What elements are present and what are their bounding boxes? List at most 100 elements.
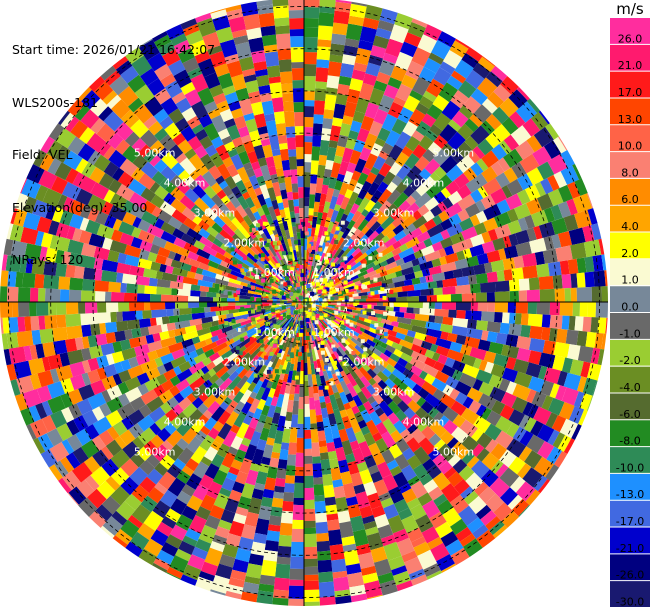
center-gate [320, 343, 325, 348]
velocity-gate [207, 400, 221, 415]
velocity-gate [315, 521, 329, 534]
velocity-gate [54, 162, 72, 181]
velocity-gate [110, 311, 117, 323]
velocity-gate [200, 213, 216, 228]
velocity-gate [524, 214, 536, 230]
velocity-gate [183, 242, 199, 254]
velocity-gate [117, 171, 135, 188]
center-gate [313, 212, 318, 216]
velocity-gate [59, 209, 74, 226]
velocity-gate [341, 247, 351, 259]
velocity-gate [500, 391, 517, 408]
velocity-gate [472, 524, 489, 539]
center-gate [298, 224, 303, 229]
velocity-gate [189, 169, 201, 181]
colorbar-bin [610, 205, 650, 234]
velocity-gate [154, 127, 169, 142]
colorbar-tick-label: -2.0 [619, 354, 640, 367]
velocity-gate [283, 492, 294, 502]
velocity-gate [375, 225, 385, 235]
velocity-gate [191, 123, 204, 135]
velocity-gate [428, 433, 442, 447]
center-gate [356, 288, 361, 293]
velocity-gate [322, 417, 331, 429]
velocity-gate [386, 265, 402, 275]
velocity-gate [273, 154, 283, 169]
velocity-gate [164, 422, 177, 435]
velocity-gate [267, 422, 278, 439]
velocity-gate [394, 453, 410, 470]
velocity-gate [241, 437, 251, 447]
velocity-gate [537, 441, 555, 460]
velocity-gate [452, 317, 469, 328]
velocity-gate [515, 241, 532, 257]
velocity-gate [286, 399, 294, 413]
velocity-gate [402, 223, 417, 236]
velocity-gate [193, 352, 207, 364]
velocity-gate [239, 56, 255, 72]
velocity-gate [487, 302, 495, 312]
velocity-gate [50, 410, 67, 429]
velocity-gate [247, 497, 262, 515]
velocity-gate [389, 24, 409, 44]
velocity-gate [360, 295, 368, 299]
velocity-gate [140, 129, 159, 148]
velocity-gate [111, 99, 131, 119]
velocity-gate [432, 453, 448, 469]
velocity-gate [349, 268, 358, 275]
velocity-gate [402, 368, 414, 379]
velocity-gate [339, 521, 354, 539]
velocity-gate [79, 127, 95, 144]
velocity-gate [97, 302, 107, 313]
velocity-gate [335, 193, 345, 206]
velocity-gate [155, 254, 167, 265]
velocity-gate [275, 225, 283, 237]
velocity-gate [601, 333, 607, 350]
velocity-gate [478, 359, 488, 372]
velocity-gate [439, 155, 458, 174]
velocity-gate [166, 24, 185, 40]
velocity-gate [33, 150, 47, 168]
velocity-gate [155, 346, 171, 358]
velocity-gate [5, 255, 22, 273]
velocity-gate [185, 528, 201, 542]
velocity-gate [321, 128, 332, 141]
velocity-gate [353, 62, 368, 73]
velocity-gate [109, 75, 129, 96]
velocity-gate [204, 348, 215, 358]
velocity-gate [284, 229, 291, 240]
velocity-gate [597, 317, 607, 334]
velocity-gate [191, 336, 201, 345]
velocity-gate [403, 185, 415, 198]
velocity-gate [70, 120, 88, 139]
velocity-gate [210, 575, 230, 594]
velocity-gate [256, 0, 273, 7]
velocity-gate [391, 118, 407, 135]
velocity-gate [28, 357, 46, 375]
velocity-gate [1, 333, 9, 350]
velocity-gate [329, 458, 340, 469]
center-gate [234, 296, 239, 301]
velocity-gate [247, 150, 259, 164]
velocity-gate [285, 411, 293, 422]
center-gate [301, 221, 306, 226]
velocity-gate [324, 346, 332, 358]
velocity-gate [126, 283, 138, 294]
velocity-gate [352, 293, 359, 297]
velocity-gate [176, 275, 184, 283]
velocity-gate [246, 396, 255, 405]
velocity-gate [171, 91, 186, 105]
velocity-gate [368, 54, 384, 67]
center-gate [304, 294, 309, 299]
velocity-gate [505, 381, 517, 395]
center-gate [309, 241, 314, 246]
center-gate [307, 311, 312, 316]
velocity-gate [315, 414, 323, 423]
velocity-gate [277, 48, 292, 61]
center-gate [332, 360, 337, 365]
velocity-gate [210, 8, 226, 14]
velocity-gate [75, 428, 92, 446]
velocity-gate [415, 102, 430, 115]
velocity-gate [304, 448, 313, 457]
velocity-gate [227, 392, 236, 401]
